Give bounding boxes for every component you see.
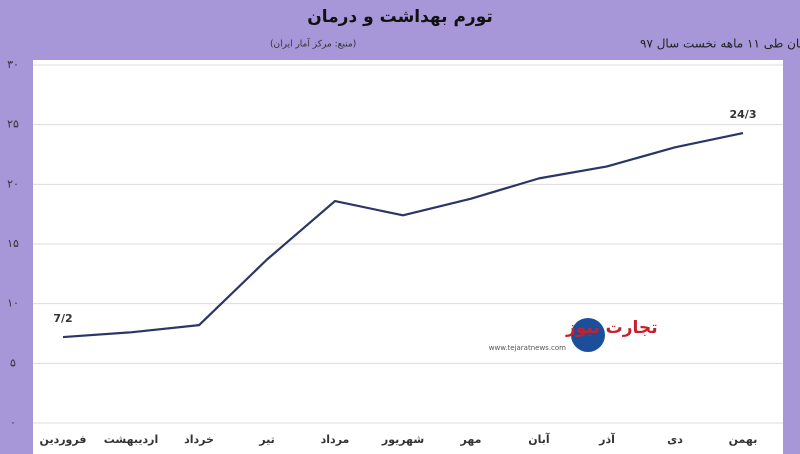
logo [571, 318, 605, 352]
source: (منبع: مرکز آمار ایران) [270, 38, 356, 50]
x-tick-label: خرداد [184, 433, 214, 446]
data-label: 24/3 [730, 108, 757, 121]
brand: تجارت نیوز [565, 318, 658, 338]
y-tick-label: ۱۰ [7, 297, 19, 310]
x-tick-label: دی [667, 433, 683, 446]
watermark: تجارت نیوز www.tejaratnews.com [489, 318, 658, 352]
x-tick-label: تیر [258, 433, 274, 446]
x-tick-label: فروردین [40, 433, 87, 446]
data-label: 7/2 [53, 312, 72, 325]
url: www.tejaratnews.com [489, 344, 566, 352]
y-tick-label: ۰ [10, 416, 16, 429]
x-tick-label: آذر [598, 432, 615, 446]
plot-area [33, 60, 783, 454]
x-tick-label: بهمن [729, 433, 758, 446]
x-tick-label: آبان [528, 432, 550, 446]
y-tick-label: ۳۰ [7, 58, 19, 71]
y-tick-label: ۱۵ [7, 237, 19, 250]
x-tick-label: اردیبهشت [104, 433, 158, 446]
x-tick-label: شهریور [381, 433, 424, 446]
line [62, 131, 744, 339]
x-tick-label: مرداد [321, 433, 350, 446]
chart-subtitle: روند تورم نقطه به نقطه بهداشت و درمان طی… [640, 37, 800, 52]
y-tick-label: ۵ [10, 356, 16, 369]
y-tick-label: ۲۵ [7, 118, 19, 131]
chart-title: تورم بهداشت و درمان [307, 7, 493, 27]
x-tick-label: مهر [460, 433, 482, 446]
y-tick-label: ۲۰ [7, 177, 19, 190]
